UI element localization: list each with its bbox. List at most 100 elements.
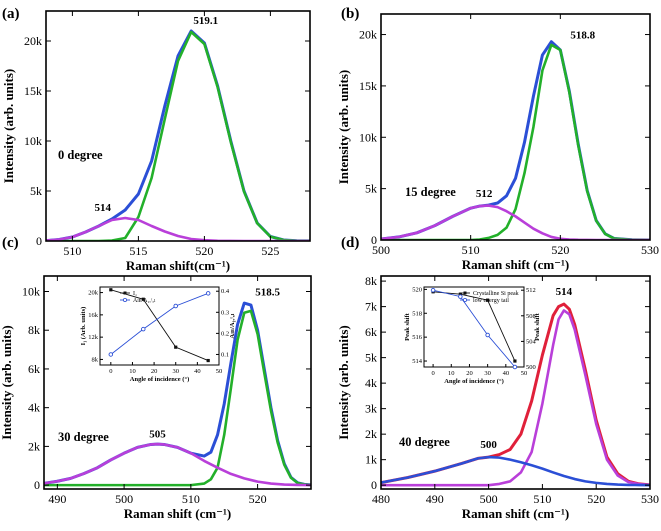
y-tick-label: 1k: [365, 453, 377, 467]
y-tick-label: 6k: [28, 362, 40, 376]
legend-label: Aₗᴇ/A₁ₒᵗₐₗ: [133, 298, 156, 304]
panel-d: 480 490 500 510 520 53001k2k3k4k5k6k7k8kRaman…: [336, 235, 659, 521]
peak-label: 518.5: [255, 286, 280, 298]
y-tick-label: 2k: [365, 427, 377, 441]
inset-point: [458, 294, 463, 299]
inset-point: [206, 358, 210, 363]
inset-y2-tick-label: 0.4: [221, 288, 230, 295]
inset-y-tick-label: 516: [412, 334, 423, 341]
panel-b: 500 510 520 530 0 5k 10k 15k 20k Raman shift (cm⁻…: [336, 6, 659, 272]
x-axis-title: Raman shift(cm⁻¹): [126, 258, 230, 273]
inset-x-tick-label: 20: [151, 368, 158, 375]
y-axis-title: Intensity (arb. units): [1, 69, 16, 184]
x-tick-label: 480: [372, 492, 390, 506]
y-tick-label: 10k: [359, 130, 377, 144]
series-group: [46, 29, 310, 241]
y-tick-label: 6k: [365, 325, 377, 339]
peak-label: 505: [149, 429, 166, 441]
series-line-crystalline-si-fit: [381, 43, 650, 240]
inset-x-tick-label: 20: [466, 370, 473, 377]
y-axis-title: Intensity (arb. units): [336, 70, 351, 185]
inset-y2-axis-title: Aₗᴇ/A₁ₒᵗₐₗ: [229, 313, 236, 338]
series-line-crystalline-si-fit: [44, 309, 311, 487]
x-axis-title: Raman shift (cm⁻¹): [462, 257, 570, 272]
x-tick-label: 510: [533, 492, 551, 506]
legend-marker: [123, 291, 127, 295]
y-tick-label: 5k: [365, 182, 377, 196]
inset-x-axis-title: Angle of incidence (°): [444, 378, 503, 385]
y-tick-label: 5k: [365, 351, 377, 365]
legend-marker: [462, 297, 467, 302]
angle-label: 30 degree: [58, 430, 109, 444]
x-tick-label: 530: [641, 492, 659, 506]
x-tick-label: 510: [63, 244, 81, 258]
inset-x-tick-label: 30: [172, 368, 179, 375]
x-tick-label: 520: [195, 244, 213, 258]
inset-y-tick-label: 518: [412, 310, 422, 317]
inset-chart: 0 10 20 30 40 50 514 516 518 520 500 504 508 512 Angle…: [404, 286, 541, 385]
x-tick-label: 520: [249, 492, 267, 506]
inset-frame: [423, 286, 525, 368]
series-line-crystalline-si-fit: [46, 30, 310, 241]
x-tick-label: 490: [48, 492, 66, 506]
panel-label: (a): [2, 6, 20, 22]
y-tick-label: 20k: [359, 28, 377, 42]
y-tick-label: 0: [371, 233, 377, 247]
peak-label: 514: [95, 202, 112, 214]
inset-series-line: [110, 292, 209, 355]
x-tick-label: 490: [426, 492, 444, 506]
y-tick-label: 4k: [28, 401, 40, 415]
inset-x-tick-label: 50: [521, 370, 528, 377]
series-group: [381, 40, 650, 240]
y-tick-label: 3k: [365, 402, 377, 416]
inset-x-tick-label: 40: [503, 370, 510, 377]
inset-y2-axis-title: Peak shift: [534, 312, 541, 340]
peak-label: 514: [556, 286, 573, 298]
x-axis-title: Raman shift (cm⁻¹): [462, 506, 570, 521]
y-tick-label: 8k: [365, 274, 377, 288]
inset-x-axis-title: Angle of incidence (°): [130, 376, 189, 383]
x-tick-label: 500: [372, 243, 390, 257]
x-tick-label: 500: [115, 492, 133, 506]
inset-point: [141, 326, 146, 332]
inset-y-tick-label: 514: [412, 358, 423, 365]
x-tick-label: 520: [587, 492, 605, 506]
inset-point: [430, 287, 436, 293]
y-tick-label: 7k: [365, 300, 377, 314]
panel-a: 510 515 520 525 0 5k 10k 15k 20k Raman shift(cm⁻¹…: [1, 6, 311, 273]
inset-x-tick-label: 40: [194, 368, 201, 375]
x-tick-label: 525: [261, 244, 279, 258]
inset-y-tick-label: 20k: [88, 290, 99, 297]
x-tick-label: 510: [462, 243, 480, 257]
inset-point: [486, 298, 490, 302]
y-axis-title: Intensity (arb. units): [0, 325, 14, 440]
y-tick-label: 15k: [359, 79, 377, 93]
y-tick-label: 10k: [22, 284, 40, 298]
inset-point: [174, 345, 178, 349]
inset-x-tick-label: 50: [216, 368, 223, 375]
inset-frame: [99, 286, 220, 366]
plot-frame: [380, 13, 651, 241]
y-axis-title: Intensity (arb. units): [336, 325, 351, 440]
plot-frame: [43, 275, 312, 490]
series-line-low-energy-tail-fit: [46, 216, 310, 241]
inset-point: [485, 332, 490, 338]
legend-marker: [463, 291, 467, 295]
x-axis-title: Raman shift (cm⁻¹): [124, 506, 232, 521]
inset-x-tick-label: 0: [109, 368, 112, 375]
x-tick-label: 515: [129, 244, 147, 258]
inset-y2-tick-label: 504: [526, 338, 537, 345]
inset-y-tick-label: 8k: [92, 356, 99, 363]
inset-x-tick-label: 30: [484, 370, 491, 377]
peak-label: 519.1: [193, 15, 218, 27]
inset-series-line: [110, 289, 209, 361]
inset-y2-tick-label: 0.3: [221, 309, 229, 316]
inset-x-tick-label: 0: [431, 370, 434, 377]
inset-series-line: [432, 289, 516, 368]
legend-label: I₁: [133, 291, 137, 297]
series-group: [44, 301, 311, 487]
y-tick-label: 0: [371, 478, 377, 492]
y-tick-label: 5k: [30, 184, 42, 198]
